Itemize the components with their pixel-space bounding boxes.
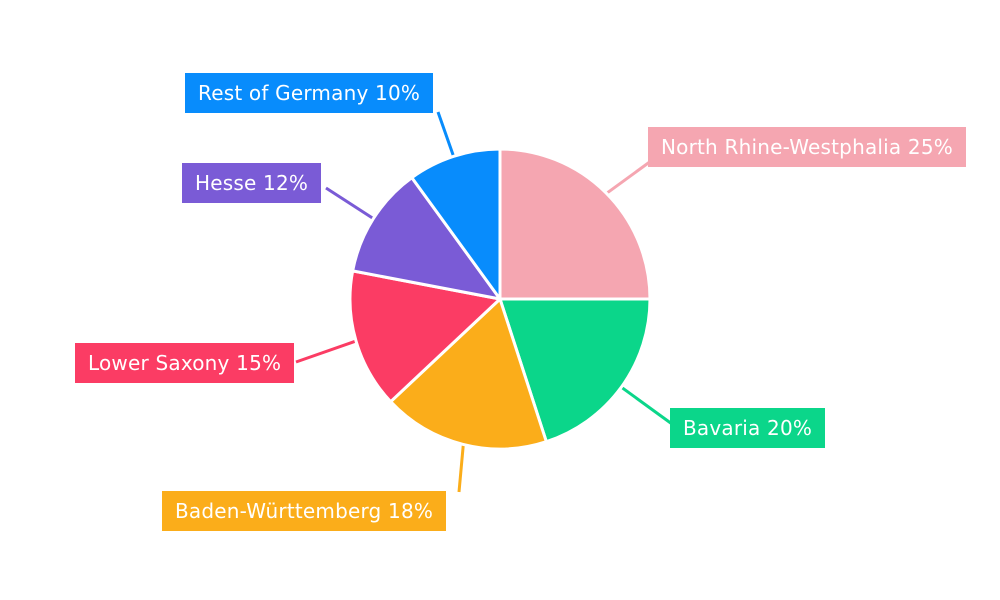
slice-label: Lower Saxony 15% [75,343,295,383]
slice-label: Bavaria 20% [670,408,826,448]
leader-line [295,338,361,364]
slice-label: Rest of Germany 10% [185,73,434,113]
pie-slice [348,269,502,404]
leader-line [617,383,673,426]
leader-line [602,159,652,198]
pie-slice [389,297,548,451]
leader-line [325,186,378,223]
leader-line [457,440,466,493]
slice-label: North Rhine-Westphalia 25% [648,127,966,167]
pie-slice [410,147,502,301]
pie-slice [498,297,652,444]
pie-slice [498,147,652,301]
slice-label: Baden-Württemberg 18% [162,491,447,531]
pie-slice [351,176,502,301]
leader-line [436,111,457,161]
slice-label: Hesse 12% [182,163,322,203]
